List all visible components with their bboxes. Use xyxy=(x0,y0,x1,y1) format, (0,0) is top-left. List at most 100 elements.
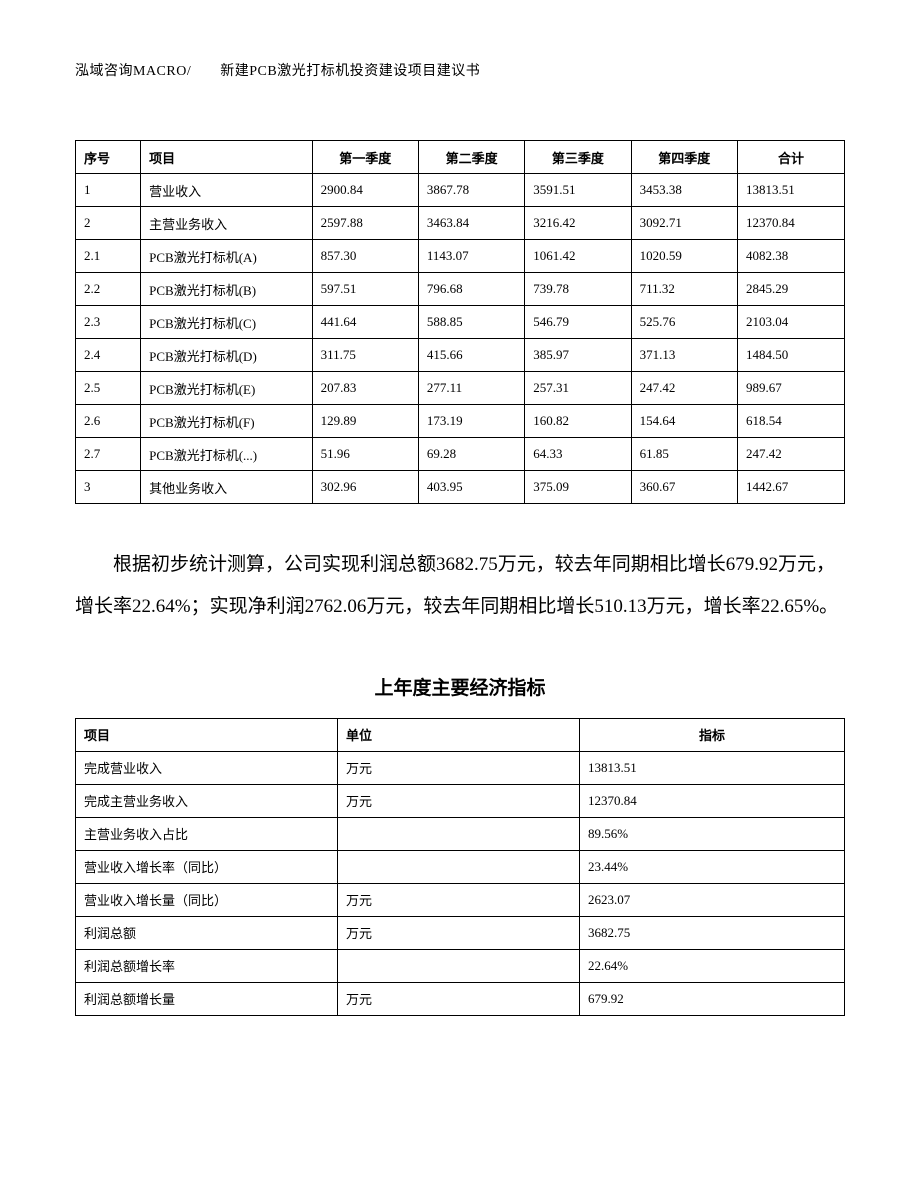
document-page: 泓域咨询MACRO/ 新建PCB激光打标机投资建设项目建议书 序号 项目 第一季… xyxy=(0,0,920,1076)
cell: 营业收入增长量（同比） xyxy=(76,883,338,916)
table-row: 2.5 PCB激光打标机(E) 207.83 277.11 257.31 247… xyxy=(76,372,845,405)
cell: 1143.07 xyxy=(418,240,524,273)
cell: 546.79 xyxy=(525,306,631,339)
cell: 营业收入增长率（同比） xyxy=(76,850,338,883)
cell: 2103.04 xyxy=(737,306,844,339)
cell: 61.85 xyxy=(631,438,737,471)
cell xyxy=(338,949,580,982)
cell: 完成主营业务收入 xyxy=(76,784,338,817)
cell: 利润总额增长量 xyxy=(76,982,338,1015)
cell: 1061.42 xyxy=(525,240,631,273)
table-row: 1 营业收入 2900.84 3867.78 3591.51 3453.38 1… xyxy=(76,174,845,207)
cell: 618.54 xyxy=(737,405,844,438)
cell: 2.4 xyxy=(76,339,141,372)
cell: 2900.84 xyxy=(312,174,418,207)
cell: 3682.75 xyxy=(580,916,845,949)
cell: 403.95 xyxy=(418,471,524,504)
cell: 2.3 xyxy=(76,306,141,339)
section-title: 上年度主要经济指标 xyxy=(75,673,845,700)
cell: 277.11 xyxy=(418,372,524,405)
cell: 302.96 xyxy=(312,471,418,504)
cell: PCB激光打标机(D) xyxy=(141,339,312,372)
cell: 69.28 xyxy=(418,438,524,471)
cell: 利润总额 xyxy=(76,916,338,949)
table-header-row: 项目 单位 指标 xyxy=(76,718,845,751)
cell: 万元 xyxy=(338,751,580,784)
col-q3-header: 第三季度 xyxy=(525,141,631,174)
cell: 2.5 xyxy=(76,372,141,405)
cell: 247.42 xyxy=(631,372,737,405)
col-q1-header: 第一季度 xyxy=(312,141,418,174)
cell: 360.67 xyxy=(631,471,737,504)
cell: 173.19 xyxy=(418,405,524,438)
cell: 2.6 xyxy=(76,405,141,438)
cell: 22.64% xyxy=(580,949,845,982)
cell: 711.32 xyxy=(631,273,737,306)
cell: PCB激光打标机(E) xyxy=(141,372,312,405)
cell: 主营业务收入占比 xyxy=(76,817,338,850)
col-item-header: 项目 xyxy=(141,141,312,174)
cell: 525.76 xyxy=(631,306,737,339)
col-total-header: 合计 xyxy=(737,141,844,174)
cell: 1020.59 xyxy=(631,240,737,273)
analysis-paragraph: 根据初步统计测算，公司实现利润总额3682.75万元，较去年同期相比增长679.… xyxy=(75,544,845,628)
cell: 441.64 xyxy=(312,306,418,339)
cell: PCB激光打标机(C) xyxy=(141,306,312,339)
cell: 796.68 xyxy=(418,273,524,306)
cell: 375.09 xyxy=(525,471,631,504)
table-row: 完成营业收入 万元 13813.51 xyxy=(76,751,845,784)
cell: 597.51 xyxy=(312,273,418,306)
cell: PCB激光打标机(B) xyxy=(141,273,312,306)
cell: 万元 xyxy=(338,883,580,916)
cell: 51.96 xyxy=(312,438,418,471)
cell: 12370.84 xyxy=(737,207,844,240)
col-seq-header: 序号 xyxy=(76,141,141,174)
cell: 13813.51 xyxy=(737,174,844,207)
cell: 207.83 xyxy=(312,372,418,405)
cell: 311.75 xyxy=(312,339,418,372)
cell: 3092.71 xyxy=(631,207,737,240)
cell: 2.1 xyxy=(76,240,141,273)
cell xyxy=(338,817,580,850)
cell: 主营业务收入 xyxy=(141,207,312,240)
cell: 385.97 xyxy=(525,339,631,372)
table-row: 完成主营业务收入 万元 12370.84 xyxy=(76,784,845,817)
table-row: 营业收入增长量（同比） 万元 2623.07 xyxy=(76,883,845,916)
cell: 64.33 xyxy=(525,438,631,471)
cell: 679.92 xyxy=(580,982,845,1015)
cell: 129.89 xyxy=(312,405,418,438)
table-header-row: 序号 项目 第一季度 第二季度 第三季度 第四季度 合计 xyxy=(76,141,845,174)
cell: 3216.42 xyxy=(525,207,631,240)
table-row: 2.7 PCB激光打标机(...) 51.96 69.28 64.33 61.8… xyxy=(76,438,845,471)
cell: 万元 xyxy=(338,784,580,817)
cell: 2.7 xyxy=(76,438,141,471)
cell: 160.82 xyxy=(525,405,631,438)
table-row: 利润总额 万元 3682.75 xyxy=(76,916,845,949)
table-row: 2 主营业务收入 2597.88 3463.84 3216.42 3092.71… xyxy=(76,207,845,240)
cell: 2.2 xyxy=(76,273,141,306)
cell: 3453.38 xyxy=(631,174,737,207)
cell: 588.85 xyxy=(418,306,524,339)
quarterly-revenue-table: 序号 项目 第一季度 第二季度 第三季度 第四季度 合计 1 营业收入 2900… xyxy=(75,140,845,504)
cell: 万元 xyxy=(338,916,580,949)
table-row: 2.3 PCB激光打标机(C) 441.64 588.85 546.79 525… xyxy=(76,306,845,339)
cell xyxy=(338,850,580,883)
cell: 154.64 xyxy=(631,405,737,438)
table-row: 营业收入增长率（同比） 23.44% xyxy=(76,850,845,883)
cell: 2845.29 xyxy=(737,273,844,306)
cell: PCB激光打标机(...) xyxy=(141,438,312,471)
page-header: 泓域咨询MACRO/ 新建PCB激光打标机投资建设项目建议书 xyxy=(75,60,845,80)
table-row: 2.2 PCB激光打标机(B) 597.51 796.68 739.78 711… xyxy=(76,273,845,306)
cell: 2623.07 xyxy=(580,883,845,916)
cell: 3867.78 xyxy=(418,174,524,207)
cell: 营业收入 xyxy=(141,174,312,207)
cell: 4082.38 xyxy=(737,240,844,273)
cell: 完成营业收入 xyxy=(76,751,338,784)
cell: 2 xyxy=(76,207,141,240)
cell: 3463.84 xyxy=(418,207,524,240)
cell: 利润总额增长率 xyxy=(76,949,338,982)
cell: 415.66 xyxy=(418,339,524,372)
table-row: 3 其他业务收入 302.96 403.95 375.09 360.67 144… xyxy=(76,471,845,504)
cell: PCB激光打标机(A) xyxy=(141,240,312,273)
table-row: 利润总额增长量 万元 679.92 xyxy=(76,982,845,1015)
